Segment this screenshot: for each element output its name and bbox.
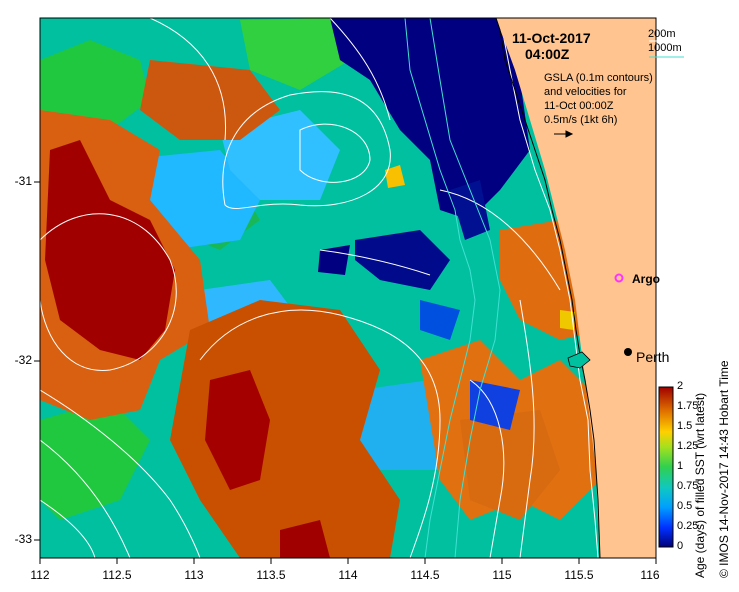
darkred-patch [205, 370, 270, 490]
colorbar-tick: 2 [677, 380, 684, 392]
colorbar-tick: 1 [677, 460, 684, 472]
x-tick-label: 116 [640, 568, 660, 582]
colorbar-tick: 1.25 [677, 440, 699, 452]
colorbar-tick: 0.75 [677, 480, 699, 492]
green-patch [40, 400, 150, 520]
blue-patch [470, 380, 520, 430]
colorbar-tick: 1.5 [677, 420, 693, 432]
navy-patch [318, 245, 350, 275]
x-tick-label: 114.5 [410, 568, 440, 582]
y-tick-label: -33 [14, 532, 32, 546]
gsla-text-line: GSLA (0.1m contours) [544, 72, 653, 84]
gsla-text-line: 0.5m/s (1kt 6h) [544, 114, 618, 126]
colorbar-title: Age (days) of filled SST (wrt latest) [693, 392, 707, 578]
x-tick-label: 113 [184, 568, 204, 582]
x-tick-label: 115.5 [564, 568, 594, 582]
argo-label: Argo [632, 272, 660, 286]
depth-1000-contour [404, 18, 476, 558]
navy-patch [450, 180, 490, 240]
depth-1000-label: 1000m [648, 42, 682, 54]
sla-contours [40, 18, 561, 558]
x-tick-label: 112.5 [102, 568, 132, 582]
x-tick-label: 112 [30, 568, 50, 582]
colorbar-tick: 0 [677, 540, 684, 552]
y-tick-label: -31 [14, 174, 32, 188]
land-area [496, 18, 656, 558]
gsla-text-line: 11-Oct 00:00Z [544, 100, 614, 112]
depth-200-contour [499, 18, 599, 558]
gsla-text-line: and velocities for [544, 86, 627, 98]
orange-region [170, 300, 400, 558]
depth-1000-contour [429, 18, 501, 558]
date-label: 11-Oct-2017 [512, 30, 591, 46]
y-tick-label: -32 [14, 353, 32, 367]
estuary [567, 351, 591, 369]
navy-patch [355, 230, 450, 290]
navy-patch [330, 18, 530, 220]
perth-label: Perth [636, 349, 670, 365]
x-tick-label: 115 [492, 568, 512, 582]
orange-region [140, 60, 280, 140]
darkred-patch [280, 520, 330, 558]
yellow-patch [560, 310, 575, 330]
credit-text: © IMOS 14-Nov-2017 14:43 Hobart Time [717, 360, 731, 578]
colorbar-tick: 0.5 [677, 500, 693, 512]
orange-region [460, 410, 560, 520]
colorbar-tick: 1.75 [677, 400, 699, 412]
yellow-patch [385, 165, 405, 188]
colorbar-tick: 0.25 [677, 520, 699, 532]
blue-patch [420, 300, 460, 340]
green-patch [40, 40, 150, 130]
x-tick-label: 113.5 [256, 568, 286, 582]
colorbar [658, 386, 674, 548]
x-tick-label: 114 [338, 568, 358, 582]
velocity-scale-arrow [554, 130, 574, 138]
depth-200-label: 200m [648, 28, 676, 40]
tick-marks [34, 181, 657, 564]
time-label: 04:00Z [525, 46, 570, 62]
coastline [495, 18, 601, 558]
perth-marker [624, 348, 632, 356]
darkred-patch [45, 140, 175, 360]
argo-marker [614, 273, 624, 283]
green-patch [240, 18, 350, 90]
